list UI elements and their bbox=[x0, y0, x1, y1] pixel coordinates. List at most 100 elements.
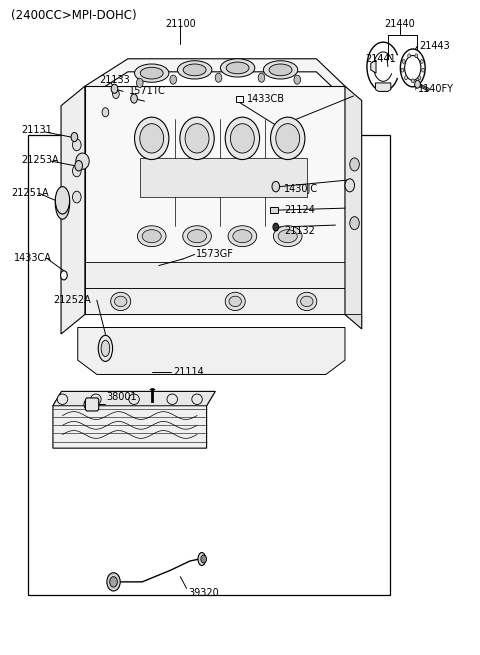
Circle shape bbox=[418, 76, 421, 80]
Circle shape bbox=[110, 576, 117, 587]
Ellipse shape bbox=[58, 194, 67, 214]
Circle shape bbox=[111, 84, 118, 94]
Circle shape bbox=[75, 160, 83, 171]
Ellipse shape bbox=[220, 59, 255, 77]
Circle shape bbox=[215, 73, 222, 83]
Circle shape bbox=[408, 54, 410, 58]
Text: 1140FY: 1140FY bbox=[418, 84, 454, 94]
Text: 39320: 39320 bbox=[189, 588, 219, 598]
Circle shape bbox=[401, 68, 404, 72]
Ellipse shape bbox=[76, 153, 89, 170]
Circle shape bbox=[345, 179, 355, 192]
Circle shape bbox=[102, 107, 109, 117]
Text: 21253A: 21253A bbox=[22, 155, 59, 165]
Ellipse shape bbox=[137, 226, 166, 247]
Polygon shape bbox=[371, 60, 376, 73]
Ellipse shape bbox=[405, 56, 421, 81]
Circle shape bbox=[420, 60, 423, 64]
Text: 1430JC: 1430JC bbox=[284, 184, 318, 195]
Ellipse shape bbox=[233, 230, 252, 243]
Ellipse shape bbox=[264, 61, 298, 79]
Ellipse shape bbox=[98, 335, 113, 362]
Bar bbox=[236, 96, 243, 102]
Circle shape bbox=[258, 73, 265, 83]
Ellipse shape bbox=[183, 226, 211, 247]
Circle shape bbox=[411, 79, 414, 83]
Circle shape bbox=[405, 76, 408, 80]
Polygon shape bbox=[140, 158, 307, 197]
Ellipse shape bbox=[225, 292, 245, 310]
Circle shape bbox=[72, 139, 81, 151]
Text: 21441: 21441 bbox=[365, 54, 396, 64]
Text: 1571TC: 1571TC bbox=[129, 86, 166, 96]
Polygon shape bbox=[78, 328, 345, 375]
Polygon shape bbox=[85, 288, 345, 314]
Polygon shape bbox=[345, 314, 362, 329]
Ellipse shape bbox=[140, 124, 164, 153]
Circle shape bbox=[350, 217, 360, 230]
Circle shape bbox=[113, 90, 119, 98]
Ellipse shape bbox=[229, 296, 241, 307]
Circle shape bbox=[84, 400, 91, 409]
Circle shape bbox=[402, 60, 405, 64]
Ellipse shape bbox=[185, 124, 209, 153]
Circle shape bbox=[170, 75, 177, 84]
Bar bbox=[28, 135, 390, 595]
Bar bbox=[270, 207, 278, 214]
Text: 1433CA: 1433CA bbox=[14, 253, 52, 263]
Ellipse shape bbox=[134, 64, 169, 83]
Ellipse shape bbox=[276, 124, 300, 153]
Ellipse shape bbox=[183, 64, 206, 76]
Ellipse shape bbox=[129, 394, 139, 404]
Ellipse shape bbox=[269, 64, 292, 76]
Text: 21100: 21100 bbox=[165, 18, 196, 29]
Ellipse shape bbox=[115, 296, 127, 307]
Circle shape bbox=[272, 181, 280, 192]
Ellipse shape bbox=[198, 553, 205, 565]
Circle shape bbox=[201, 555, 206, 563]
Ellipse shape bbox=[188, 230, 206, 243]
Ellipse shape bbox=[271, 117, 305, 160]
Ellipse shape bbox=[55, 187, 70, 214]
Ellipse shape bbox=[91, 394, 101, 404]
Polygon shape bbox=[85, 59, 345, 99]
Polygon shape bbox=[345, 86, 362, 329]
Polygon shape bbox=[61, 86, 85, 334]
Text: 21252A: 21252A bbox=[53, 295, 91, 305]
FancyBboxPatch shape bbox=[85, 398, 99, 411]
Ellipse shape bbox=[134, 117, 169, 160]
Polygon shape bbox=[53, 392, 215, 448]
Circle shape bbox=[131, 94, 137, 103]
Circle shape bbox=[107, 572, 120, 591]
Ellipse shape bbox=[226, 62, 249, 74]
Ellipse shape bbox=[167, 394, 178, 404]
Text: (2400CC>MPI-DOHC): (2400CC>MPI-DOHC) bbox=[11, 9, 136, 22]
Ellipse shape bbox=[111, 292, 131, 310]
Circle shape bbox=[71, 132, 78, 141]
Circle shape bbox=[273, 223, 279, 231]
Ellipse shape bbox=[230, 124, 254, 153]
Polygon shape bbox=[85, 86, 345, 314]
Circle shape bbox=[421, 68, 424, 72]
Text: 21440: 21440 bbox=[384, 19, 415, 29]
Circle shape bbox=[415, 81, 420, 88]
Text: 21251A: 21251A bbox=[11, 188, 48, 198]
Ellipse shape bbox=[101, 340, 110, 356]
Circle shape bbox=[294, 75, 300, 84]
Text: 21132: 21132 bbox=[284, 226, 315, 236]
Ellipse shape bbox=[140, 67, 163, 79]
Ellipse shape bbox=[297, 292, 317, 310]
Ellipse shape bbox=[142, 230, 161, 243]
Circle shape bbox=[60, 271, 67, 280]
Text: 21443: 21443 bbox=[419, 41, 450, 50]
Circle shape bbox=[136, 79, 143, 88]
Circle shape bbox=[415, 54, 418, 58]
Polygon shape bbox=[53, 392, 215, 405]
Polygon shape bbox=[375, 83, 391, 92]
Text: 38001: 38001 bbox=[107, 392, 137, 402]
Ellipse shape bbox=[228, 226, 257, 247]
Circle shape bbox=[72, 165, 81, 177]
Ellipse shape bbox=[225, 117, 260, 160]
Text: 21114: 21114 bbox=[173, 367, 204, 377]
Ellipse shape bbox=[300, 296, 313, 307]
